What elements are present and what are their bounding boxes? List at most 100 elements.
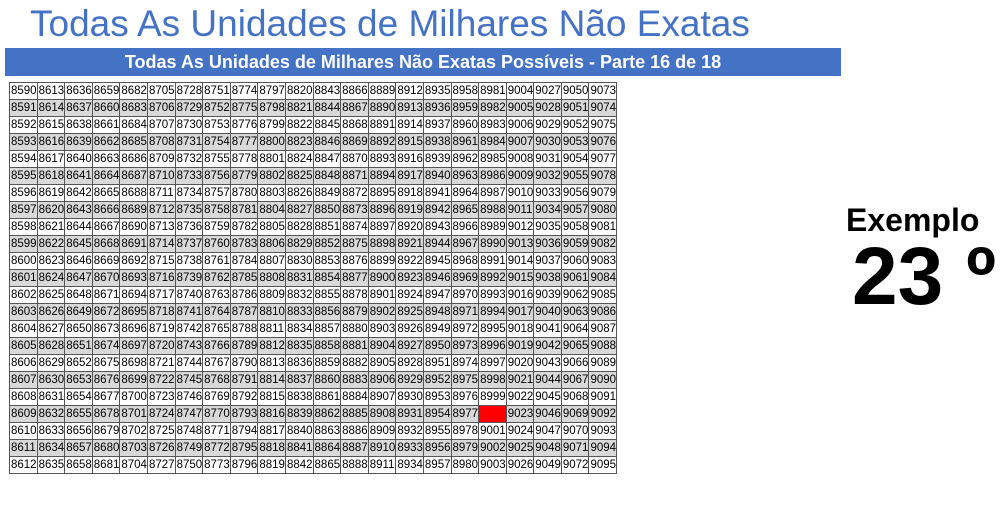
table-cell: 9093: [588, 422, 618, 440]
table-cell: 8614: [36, 99, 66, 117]
table-cell: 8778: [229, 150, 259, 168]
table-cell: 8908: [367, 405, 397, 423]
table-cell: 9084: [588, 269, 618, 287]
table-cell: 8848: [312, 167, 342, 185]
table-cell: 8785: [229, 269, 259, 287]
table-cell: 8772: [202, 439, 231, 457]
table-cell: 8739: [174, 269, 204, 287]
table-cell: 8651: [64, 337, 93, 355]
table-cell: 8896: [367, 201, 397, 219]
table-cell: 8625: [36, 286, 66, 304]
table-cell: 8663: [91, 150, 121, 168]
table-cell: 8717: [146, 286, 176, 304]
table-cell: 8869: [340, 133, 369, 151]
table-cell: 8633: [36, 422, 66, 440]
table-cell: 8898: [367, 235, 397, 253]
table-cell: 9058: [560, 218, 590, 236]
table-cell: 8852: [312, 235, 342, 253]
table-cell: 9016: [505, 286, 535, 304]
table-row: 8609 8632 8655 8678 8701 8724 8747 8770 8793 8816…: [9, 405, 618, 423]
table-cell: 8891: [367, 116, 397, 134]
table-cell: 8929: [395, 371, 424, 389]
table-cell: 8743: [174, 337, 204, 355]
table-cell: 8947: [422, 286, 452, 304]
table-cell: 8744: [174, 354, 204, 372]
table-cell: 9089: [588, 354, 618, 372]
table-cell: 8654: [64, 388, 93, 406]
table-cell: 8696: [119, 320, 148, 338]
table-cell: 8983: [478, 116, 507, 134]
table-cell: 8610: [9, 422, 38, 440]
table-cell: 8820: [284, 82, 314, 100]
table-cell: 9021: [505, 371, 535, 389]
table-cell: 9006: [505, 116, 535, 134]
table-cell: 8736: [174, 218, 204, 236]
table-cell: 9008: [505, 150, 535, 168]
table-cell: 8805: [257, 218, 286, 236]
table-cell: 8890: [367, 99, 397, 117]
table-cell: 8755: [202, 150, 231, 168]
table-cell: 8787: [229, 303, 259, 321]
table-cell: 8773: [202, 456, 231, 474]
table-cell: 8771: [202, 422, 231, 440]
table-cell: 9022: [505, 388, 535, 406]
table-cell: 9060: [560, 252, 590, 270]
numbers-table: 8590 8613 8636 8659 8682 8705 8728 8751 8774 8797…: [9, 82, 618, 474]
table-cell: 8621: [36, 218, 66, 236]
table-cell: 8923: [395, 269, 424, 287]
table-cell: 8943: [422, 218, 452, 236]
table-cell: 8658: [64, 456, 93, 474]
table-row: 8596 8619 8642 8665 8688 8711 8734 8757 8780 8803…: [9, 184, 618, 202]
table-cell: 8829: [284, 235, 314, 253]
table-cell: 9083: [588, 252, 618, 270]
table-cell: 8720: [146, 337, 176, 355]
table-row: 8602 8625 8648 8671 8694 8717 8740 8763 8786 8809…: [9, 286, 618, 304]
table-cell: 8803: [257, 184, 286, 202]
table-cell: 8780: [229, 184, 259, 202]
table-cell: 9007: [505, 133, 535, 151]
table-cell: 9066: [560, 354, 590, 372]
table-cell: 8695: [119, 303, 148, 321]
table-cell: 8644: [64, 218, 93, 236]
table-row: 8598 8621 8644 8667 8690 8713 8736 8759 8782 8805…: [9, 218, 618, 236]
table-cell: 8626: [36, 303, 66, 321]
table-cell: 8767: [202, 354, 231, 372]
table-cell: 8876: [340, 252, 369, 270]
highlighted-empty-cell: [478, 405, 507, 423]
table-cell: 9035: [533, 218, 562, 236]
table-cell: 8635: [36, 456, 66, 474]
table-cell: 8938: [422, 133, 452, 151]
table-cell: 8903: [367, 320, 397, 338]
table-cell: 8646: [64, 252, 93, 270]
table-cell: 8875: [340, 235, 369, 253]
table-cell: 8718: [146, 303, 176, 321]
table-cell: 8763: [202, 286, 231, 304]
table-cell: 8886: [340, 422, 369, 440]
table-cell: 8698: [119, 354, 148, 372]
table-cell: 8608: [9, 388, 38, 406]
table-cell: 8838: [284, 388, 314, 406]
table-row: 8597 8620 8643 8666 8689 8712 8735 8758 8781 8804…: [9, 201, 618, 219]
table-cell: 8846: [312, 133, 342, 151]
table-cell: 8867: [340, 99, 369, 117]
table-cell: 8889: [367, 82, 397, 100]
table-cell: 8981: [478, 82, 507, 100]
table-cell: 8964: [450, 184, 480, 202]
table-cell: 8980: [450, 456, 480, 474]
table-cell: 8945: [422, 252, 452, 270]
table-cell: 8984: [478, 133, 507, 151]
table-cell: 8697: [119, 337, 148, 355]
table-cell: 8618: [36, 167, 66, 185]
table-cell: 8590: [9, 82, 38, 100]
table-cell: 8688: [119, 184, 148, 202]
table-cell: 8667: [91, 218, 121, 236]
table-cell: 8750: [174, 456, 204, 474]
table-cell: 9069: [560, 405, 590, 423]
table-cell: 8594: [9, 150, 38, 168]
table-cell: 8603: [9, 303, 38, 321]
table-cell: 8798: [257, 99, 286, 117]
table-cell: 8764: [202, 303, 231, 321]
table-cell: 9070: [560, 422, 590, 440]
table-cell: 8661: [91, 116, 121, 134]
table-row: 8593 8616 8639 8662 8685 8708 8731 8754 8777 8800…: [9, 133, 618, 151]
